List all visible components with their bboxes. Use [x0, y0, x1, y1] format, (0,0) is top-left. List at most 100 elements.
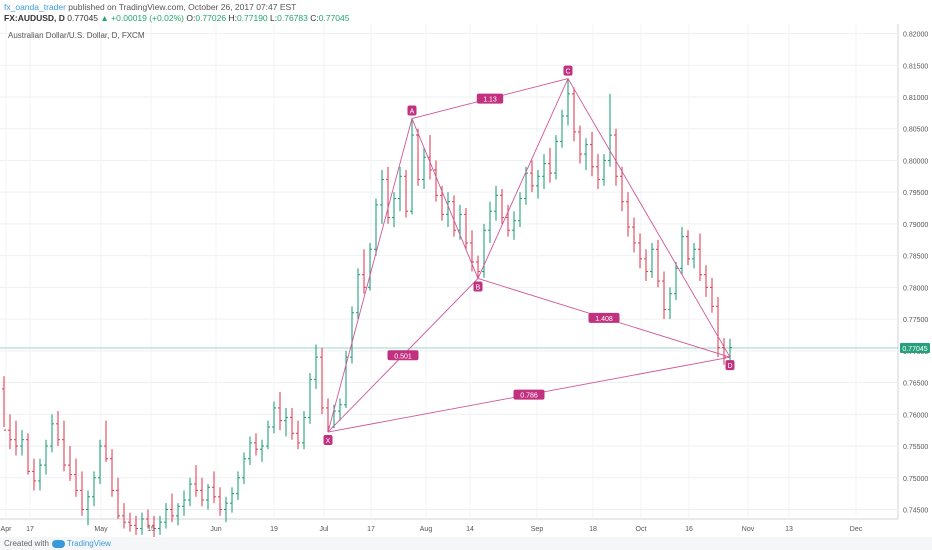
author-link[interactable]: fx_oanda_trader	[4, 2, 66, 12]
ohlc-bar	[242, 452, 246, 485]
ohlc-bar	[278, 392, 282, 431]
x-tick-label: Nov	[742, 526, 755, 533]
ohlc-bar	[224, 496, 228, 523]
ohlc-bar	[620, 166, 624, 212]
y-tick-label: 0.79500	[903, 190, 928, 197]
ohlc-bar	[470, 230, 474, 272]
ohlc-bar	[302, 411, 306, 450]
ohlc-bar	[590, 131, 594, 177]
tradingview-link[interactable]: TradingView	[66, 539, 111, 548]
ohlc-bar	[164, 503, 168, 529]
ohlc-bar	[500, 189, 504, 224]
ratio-label: 0.501	[394, 353, 412, 360]
ohlc-bar	[650, 242, 654, 278]
ohlc-bar	[134, 515, 138, 535]
x-tick-label: Oct	[636, 526, 647, 533]
ohlc-bar	[596, 154, 600, 189]
created-with-text: Created with	[4, 539, 49, 548]
y-tick-label: 0.78000	[903, 285, 928, 292]
y-tick-label: 0.76500	[903, 381, 928, 388]
ohlc-bar	[44, 439, 48, 475]
y-tick-label: 0.80000	[903, 158, 928, 165]
y-tick-label: 0.80500	[903, 127, 928, 134]
y-tick-label: 0.81000	[903, 95, 928, 102]
chart-header: fx_oanda_trader published on TradingView…	[0, 0, 932, 24]
ohlc-bar	[176, 503, 180, 526]
ohlc-bar	[602, 154, 606, 186]
point-label: C	[565, 69, 570, 76]
point-badge	[473, 281, 483, 292]
ratio-badge	[476, 93, 504, 104]
ohlc-bar	[86, 490, 90, 526]
ratio-label: 1.408	[595, 316, 613, 323]
publish-text: published on TradingView.com, October 26…	[65, 2, 297, 12]
footer-bar: Created with TradingView	[0, 537, 932, 550]
ohlc-bar	[656, 239, 660, 288]
symbol-label: FX:AUDUSD, D	[4, 13, 65, 23]
ohlc-bar	[20, 430, 24, 456]
publish-info: fx_oanda_trader published on TradingView…	[4, 2, 296, 12]
price-axis: 0.74500 0.75000 0.75500 0.76000 0.76500 0.770…	[900, 32, 930, 514]
ohlc-bar	[428, 135, 432, 180]
ohlc-bar	[374, 198, 378, 256]
ohlc-bar	[110, 449, 114, 497]
x-tick-label: 14	[466, 526, 474, 533]
ohlc-bar	[644, 249, 648, 282]
ohlc-bar	[74, 458, 78, 497]
ohlc-bar	[386, 166, 390, 224]
high-value: 0.77190	[236, 13, 268, 23]
price-chart[interactable]: Australian Dollar/U.S. Dollar, D, FXCM 1…	[0, 24, 932, 537]
ohlc-bar	[452, 195, 456, 237]
ohlc-bar	[92, 471, 96, 507]
ohlc-bar	[254, 433, 258, 456]
ohlc-bar	[38, 458, 42, 491]
ohlc-bar	[404, 169, 408, 218]
ohlc-bar	[272, 401, 276, 434]
ohlc-bar	[392, 192, 396, 228]
ohlc-bar	[434, 160, 438, 202]
low-value: 0.76783	[277, 13, 308, 23]
ohlc-bar	[686, 230, 690, 266]
x-tick-label: Sep	[531, 526, 544, 533]
y-tick-label: 0.75000	[903, 476, 928, 483]
y-tick-label: 0.79000	[903, 222, 928, 229]
ohlc-bar	[662, 271, 666, 320]
point-badge	[323, 435, 333, 446]
ohlc-bar	[398, 166, 402, 212]
x-tick-label: May	[94, 526, 108, 533]
ohlc-bar	[572, 87, 576, 142]
ohlc-bar	[578, 125, 582, 164]
ohlc-bar	[530, 160, 534, 193]
ohlc-bar	[722, 338, 726, 365]
ratio-badge	[513, 389, 545, 400]
chart-title: Australian Dollar/U.S. Dollar, D, FXCM	[8, 31, 145, 40]
point-badge	[407, 105, 417, 116]
ohlc-bar	[704, 265, 708, 297]
ohlc-bar	[80, 471, 84, 516]
x-tick-label: 18	[589, 526, 597, 533]
ohlc-bar	[158, 515, 162, 535]
x-tick-label: 17	[367, 526, 375, 533]
ohlc-bar	[338, 398, 342, 421]
ohlc-bar	[218, 487, 222, 516]
ohlc-bar	[182, 490, 186, 516]
ohlc-bar	[476, 255, 480, 279]
x-tick-label: 16	[685, 526, 693, 533]
y-tick-label: 0.77500	[903, 317, 928, 324]
ohlc-bar	[248, 436, 252, 466]
ohlc-bar	[308, 373, 312, 424]
y-tick-label: 0.75500	[903, 444, 928, 451]
ohlc-bar	[206, 484, 210, 510]
ohlc-bar	[314, 344, 318, 389]
y-tick-label: 0.81500	[903, 63, 928, 70]
point-label: D	[727, 363, 732, 370]
ohlc-bar	[146, 509, 150, 529]
ohlc-bar	[62, 420, 66, 472]
ohlc-bar	[296, 420, 300, 450]
ohlc-bar	[14, 420, 18, 456]
open-label: O:	[186, 13, 196, 23]
point-label: A	[410, 109, 415, 116]
point-label: B	[476, 284, 481, 291]
ohlc-bar	[422, 147, 426, 189]
x-tick-label: Jul	[320, 526, 329, 533]
